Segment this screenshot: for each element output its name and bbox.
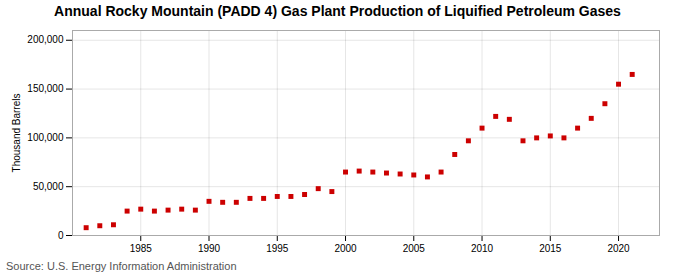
svg-text:2015: 2015 [539,243,562,254]
svg-text:2000: 2000 [334,243,357,254]
html-text:Annual Rocky Mountain (PADD 4): Annual Rocky Mountain (PADD 4) Gas Plant… [54,3,621,19]
svg-text:2010: 2010 [471,243,494,254]
svg-text:1995: 1995 [266,243,289,254]
svg-text:50,000: 50,000 [33,181,64,192]
svg-text:Thousand Barrels: Thousand Barrels [11,94,22,173]
svg-text:2005: 2005 [403,243,426,254]
svg-text:2020: 2020 [607,243,630,254]
html-text:Source: U.S. Energy Informatio: Source: U.S. Energy Information Administ… [6,260,237,272]
svg-text:200,000: 200,000 [27,34,64,45]
svg-text:150,000: 150,000 [27,83,64,94]
svg-text:1985: 1985 [130,243,153,254]
svg-text:0: 0 [58,230,64,241]
svg-text:100,000: 100,000 [27,132,64,143]
svg-text:1990: 1990 [198,243,221,254]
